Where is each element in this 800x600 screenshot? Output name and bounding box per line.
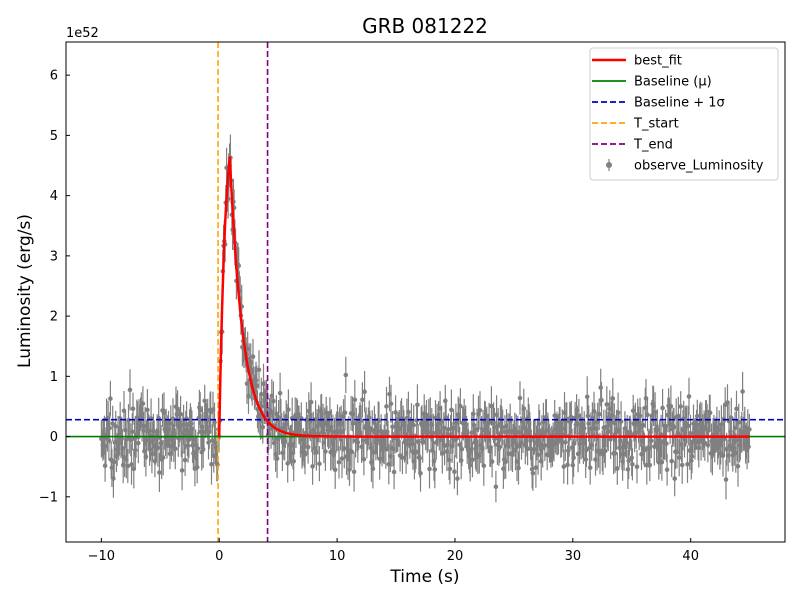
observed-points bbox=[99, 155, 752, 489]
legend: best_fit Baseline (μ) Baseline + 1σ T_start… bbox=[589, 47, 779, 181]
x-tick-label: 10 bbox=[329, 549, 346, 564]
legend-dot-observe-luminosity bbox=[606, 162, 612, 168]
y-tick-label: 3 bbox=[50, 249, 58, 264]
x-axis-ticks: −10 0 10 20 30 40 bbox=[88, 538, 699, 564]
legend-label-observe-luminosity: observe_Luminosity bbox=[634, 159, 764, 174]
legend-label-best-fit: best_fit bbox=[634, 54, 682, 69]
x-tick-label: 20 bbox=[447, 549, 464, 564]
y-tick-label: 5 bbox=[50, 129, 58, 144]
x-tick-label: 30 bbox=[565, 549, 582, 564]
legend-label-baseline-1: Baseline + 1σ bbox=[634, 96, 725, 111]
x-tick-label: 0 bbox=[215, 549, 223, 564]
best-fit-line bbox=[217, 156, 750, 438]
y-axis-title: Luminosity (erg/s) bbox=[15, 214, 35, 368]
plot-frame bbox=[65, 41, 786, 543]
x-tick-label: 40 bbox=[682, 549, 699, 564]
y-tick-label: 4 bbox=[50, 189, 58, 204]
fit-and-reference-lines bbox=[66, 42, 785, 542]
legend-label-baseline: Baseline (μ) bbox=[634, 75, 712, 90]
x-axis-title: Time (s) bbox=[389, 567, 459, 587]
y-tick-label: 0 bbox=[50, 430, 58, 445]
observed-luminosity-series bbox=[99, 134, 752, 503]
y-axis-ticks: −1 0 1 2 3 4 5 6 bbox=[39, 69, 70, 505]
y-scale-label: 1e52 bbox=[66, 26, 99, 41]
chart-title: GRB 081222 bbox=[362, 14, 488, 38]
y-tick-label: 6 bbox=[50, 69, 58, 84]
y-tick-label: 1 bbox=[50, 370, 58, 385]
y-tick-label: 2 bbox=[50, 310, 58, 325]
legend-label-t-start: T_start bbox=[633, 117, 679, 132]
legend-frame bbox=[589, 47, 779, 181]
x-tick-label: −10 bbox=[88, 549, 115, 564]
y-tick-label: −1 bbox=[39, 490, 58, 505]
plot-area bbox=[66, 42, 785, 542]
legend-label-t-end: T_end bbox=[633, 138, 673, 153]
